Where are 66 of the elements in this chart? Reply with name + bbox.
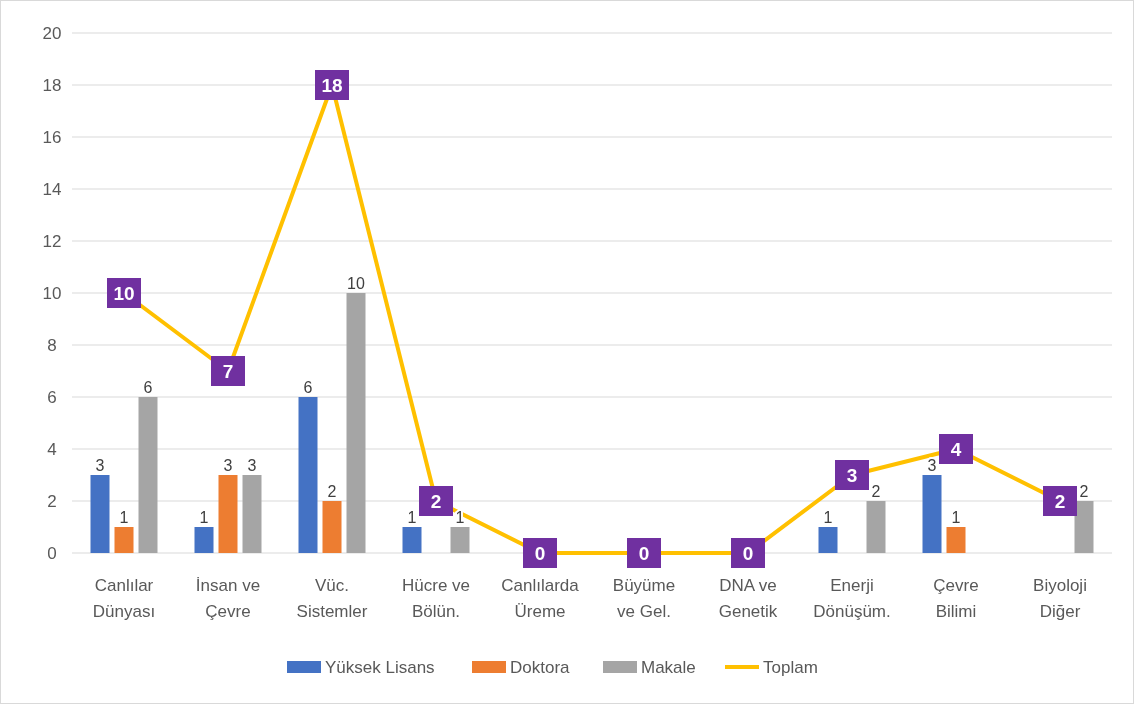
legend-label: Doktora: [510, 658, 571, 677]
data-label: 1: [407, 509, 417, 526]
x-tick-label: Çevre Bilimi: [933, 576, 979, 621]
bar: [194, 527, 214, 553]
data-label: 10: [113, 283, 135, 304]
x-tick-label: Canlılarda Üreme: [501, 576, 580, 621]
data-label: 1: [823, 509, 833, 526]
data-label: 2: [327, 483, 337, 500]
data-label: 1: [199, 509, 209, 526]
data-label: 3: [247, 457, 257, 474]
y-tick-label: 10: [42, 284, 62, 303]
legend-label: Yüksek Lisans: [325, 658, 435, 677]
y-tick-label: 12: [42, 232, 62, 251]
bar: [138, 397, 158, 553]
legend-label: Toplam: [763, 658, 818, 677]
bar: [922, 475, 942, 553]
x-tick-label: Canlılar Dünyası: [92, 576, 156, 621]
bar: [402, 527, 422, 553]
data-label: 7: [222, 361, 234, 382]
data-label: 0: [638, 543, 650, 564]
data-label: 4: [950, 439, 962, 460]
bar: [242, 475, 262, 553]
data-label: 0: [534, 543, 546, 564]
bar: [818, 527, 838, 553]
data-label: 2: [871, 483, 881, 500]
bar: [450, 527, 470, 553]
x-tick-label: İnsan ve Çevre: [195, 576, 261, 621]
data-label: 6: [143, 379, 153, 396]
y-tick-label: 2: [47, 492, 57, 511]
data-label: 2: [430, 491, 442, 512]
y-tick-label: 20: [42, 24, 62, 43]
x-tick-label: Biyoloji Diğer: [1033, 576, 1087, 621]
data-label: 1: [951, 509, 961, 526]
bar: [866, 501, 886, 553]
x-tick-label: Hücre ve Bölün.: [401, 576, 471, 621]
data-label: 10: [347, 275, 365, 292]
x-tick-label: DNA ve Genetik: [718, 576, 778, 621]
y-tick-label: 4: [47, 440, 57, 459]
data-label: 18: [321, 75, 343, 96]
bar: [90, 475, 110, 553]
bar: [322, 501, 342, 553]
bar: [946, 527, 966, 553]
data-label: 3: [95, 457, 105, 474]
data-label: 6: [303, 379, 313, 396]
x-tick-label: Büyüme ve Gel.: [612, 576, 676, 621]
data-label: 0: [742, 543, 754, 564]
bar: [298, 397, 318, 553]
bar: [218, 475, 238, 553]
y-tick-label: 6: [47, 388, 57, 407]
y-tick-label: 0: [47, 544, 57, 563]
data-label: 1: [119, 509, 129, 526]
y-tick-label: 14: [42, 180, 62, 199]
data-label: 2: [1079, 483, 1089, 500]
data-label: 3: [846, 465, 858, 486]
bar: [1074, 501, 1094, 553]
x-tick-label: Vüc. Sistemler: [296, 576, 368, 621]
y-tick-label: 18: [42, 76, 62, 95]
bar: [346, 293, 366, 553]
legend-label: Makale: [641, 658, 696, 677]
data-label: 2: [1054, 491, 1066, 512]
x-tick-label: Enerji Dönüşüm.: [813, 576, 891, 621]
bar: [114, 527, 134, 553]
y-tick-label: 8: [47, 336, 57, 355]
data-label: 3: [927, 457, 937, 474]
data-label: 3: [223, 457, 233, 474]
y-tick-label: 16: [42, 128, 62, 147]
